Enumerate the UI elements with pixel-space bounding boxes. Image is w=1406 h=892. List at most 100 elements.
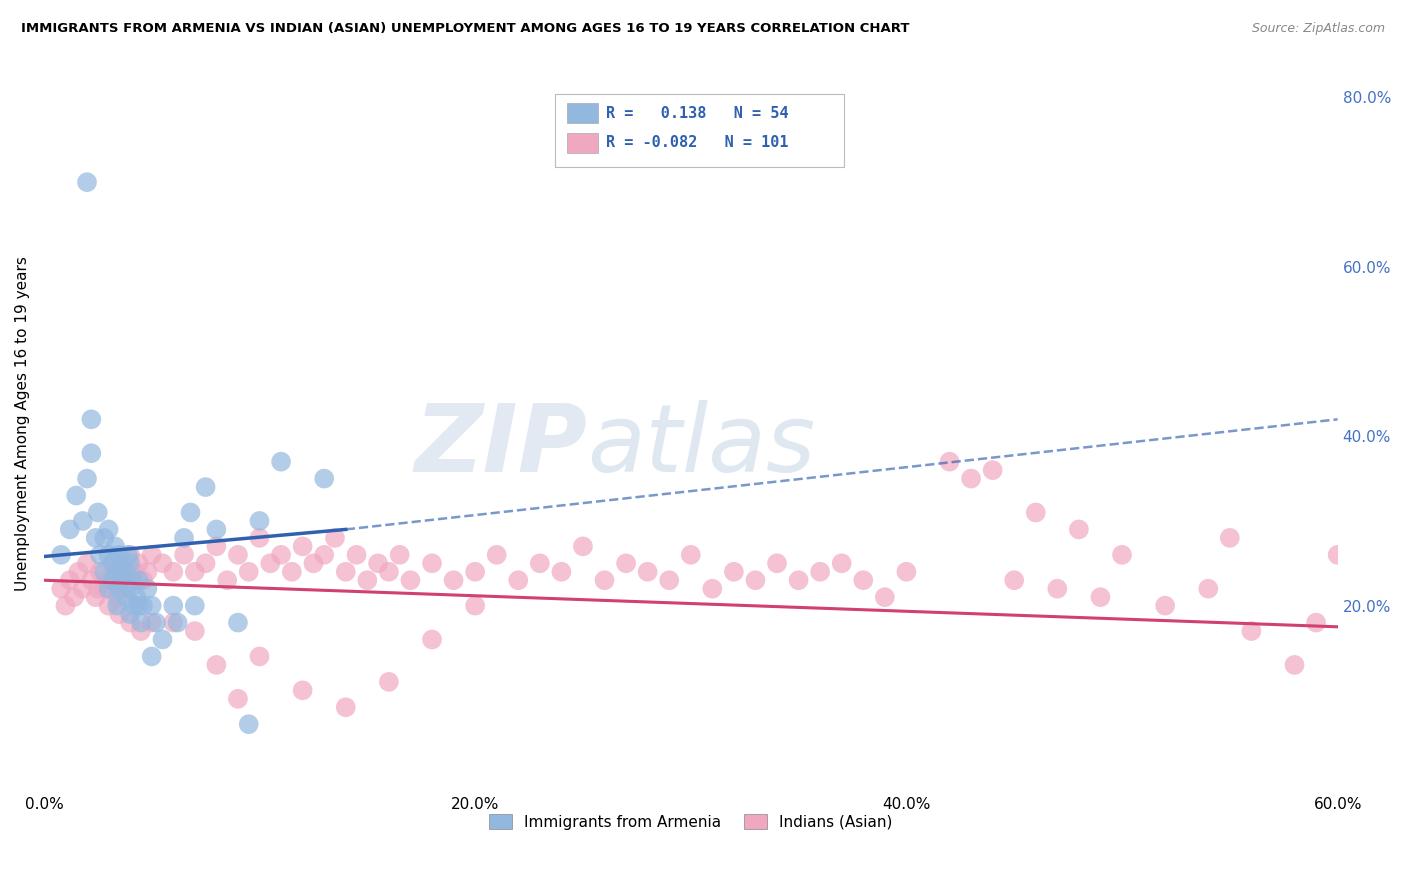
Point (1002, 573, 1025, 587)
Point (702, 582, 724, 596)
Point (120, 548, 142, 562)
Point (291, 540, 314, 554)
Point (105, 565, 128, 579)
Point (744, 573, 766, 587)
Point (335, 700, 357, 714)
Point (76, 556, 98, 570)
Point (120, 582, 142, 596)
Point (93, 531, 115, 545)
Legend: Immigrants from Armenia, Indians (Asian): Immigrants from Armenia, Indians (Asian) (482, 807, 898, 836)
Point (72, 582, 94, 596)
Point (93, 582, 115, 596)
Point (128, 556, 150, 570)
Point (105, 590, 128, 604)
Point (787, 573, 810, 587)
Point (125, 590, 148, 604)
Point (162, 615, 184, 630)
Point (89, 565, 111, 579)
Point (141, 548, 163, 562)
Point (314, 548, 336, 562)
Point (152, 632, 174, 647)
Point (658, 573, 681, 587)
Point (593, 573, 616, 587)
Point (464, 599, 486, 613)
Point (162, 599, 184, 613)
Text: ZIP: ZIP (415, 400, 588, 491)
Point (259, 556, 281, 570)
Point (89, 548, 111, 562)
Text: R = -0.082   N = 101: R = -0.082 N = 101 (606, 136, 789, 150)
Point (114, 565, 136, 579)
Point (226, 615, 249, 630)
Point (184, 624, 207, 638)
Point (1111, 548, 1133, 562)
Point (97, 582, 120, 596)
Point (873, 590, 896, 604)
Point (65, 489, 87, 503)
Point (205, 540, 228, 554)
Point (104, 540, 127, 554)
Point (550, 565, 572, 579)
Point (124, 599, 146, 613)
Point (356, 573, 378, 587)
Point (132, 599, 155, 613)
Point (132, 573, 155, 587)
Point (238, 565, 260, 579)
Point (464, 565, 486, 579)
Point (1284, 657, 1306, 672)
Point (87, 506, 110, 520)
Text: IMMIGRANTS FROM ARMENIA VS INDIAN (ASIAN) UNEMPLOYMENT AMONG AGES 16 TO 19 YEARS: IMMIGRANTS FROM ARMENIA VS INDIAN (ASIAN… (21, 22, 910, 36)
Point (80, 573, 103, 587)
Point (110, 565, 132, 579)
Point (124, 565, 146, 579)
Point (136, 565, 159, 579)
Point (723, 565, 745, 579)
Point (270, 455, 292, 469)
Point (938, 455, 960, 469)
Point (114, 590, 136, 604)
Point (529, 556, 551, 570)
Point (55, 599, 77, 613)
Point (84, 590, 107, 604)
Point (314, 472, 336, 486)
Point (238, 717, 260, 731)
Point (981, 463, 1004, 477)
Point (166, 615, 188, 630)
Point (1305, 615, 1327, 630)
Point (108, 582, 131, 596)
Point (896, 565, 918, 579)
Point (97, 599, 120, 613)
Point (572, 540, 595, 554)
Point (136, 582, 159, 596)
Point (302, 556, 325, 570)
Point (120, 556, 142, 570)
Point (346, 548, 368, 562)
Point (614, 556, 637, 570)
Point (367, 556, 389, 570)
Point (249, 514, 271, 528)
Point (128, 599, 150, 613)
Point (173, 548, 195, 562)
Point (180, 506, 202, 520)
Text: atlas: atlas (588, 401, 815, 491)
Point (194, 556, 217, 570)
Point (80, 446, 103, 460)
Point (852, 573, 875, 587)
Point (63, 590, 86, 604)
Point (637, 565, 659, 579)
Point (101, 556, 124, 570)
Point (1219, 531, 1241, 545)
Point (420, 556, 443, 570)
Point (184, 599, 207, 613)
Point (76, 175, 98, 189)
Point (1046, 582, 1069, 596)
Point (93, 565, 115, 579)
Point (80, 412, 103, 426)
Point (184, 565, 207, 579)
Point (67, 565, 90, 579)
Point (49, 582, 72, 596)
Point (101, 573, 124, 587)
Point (120, 615, 142, 630)
Point (76, 472, 98, 486)
Point (59, 573, 82, 587)
